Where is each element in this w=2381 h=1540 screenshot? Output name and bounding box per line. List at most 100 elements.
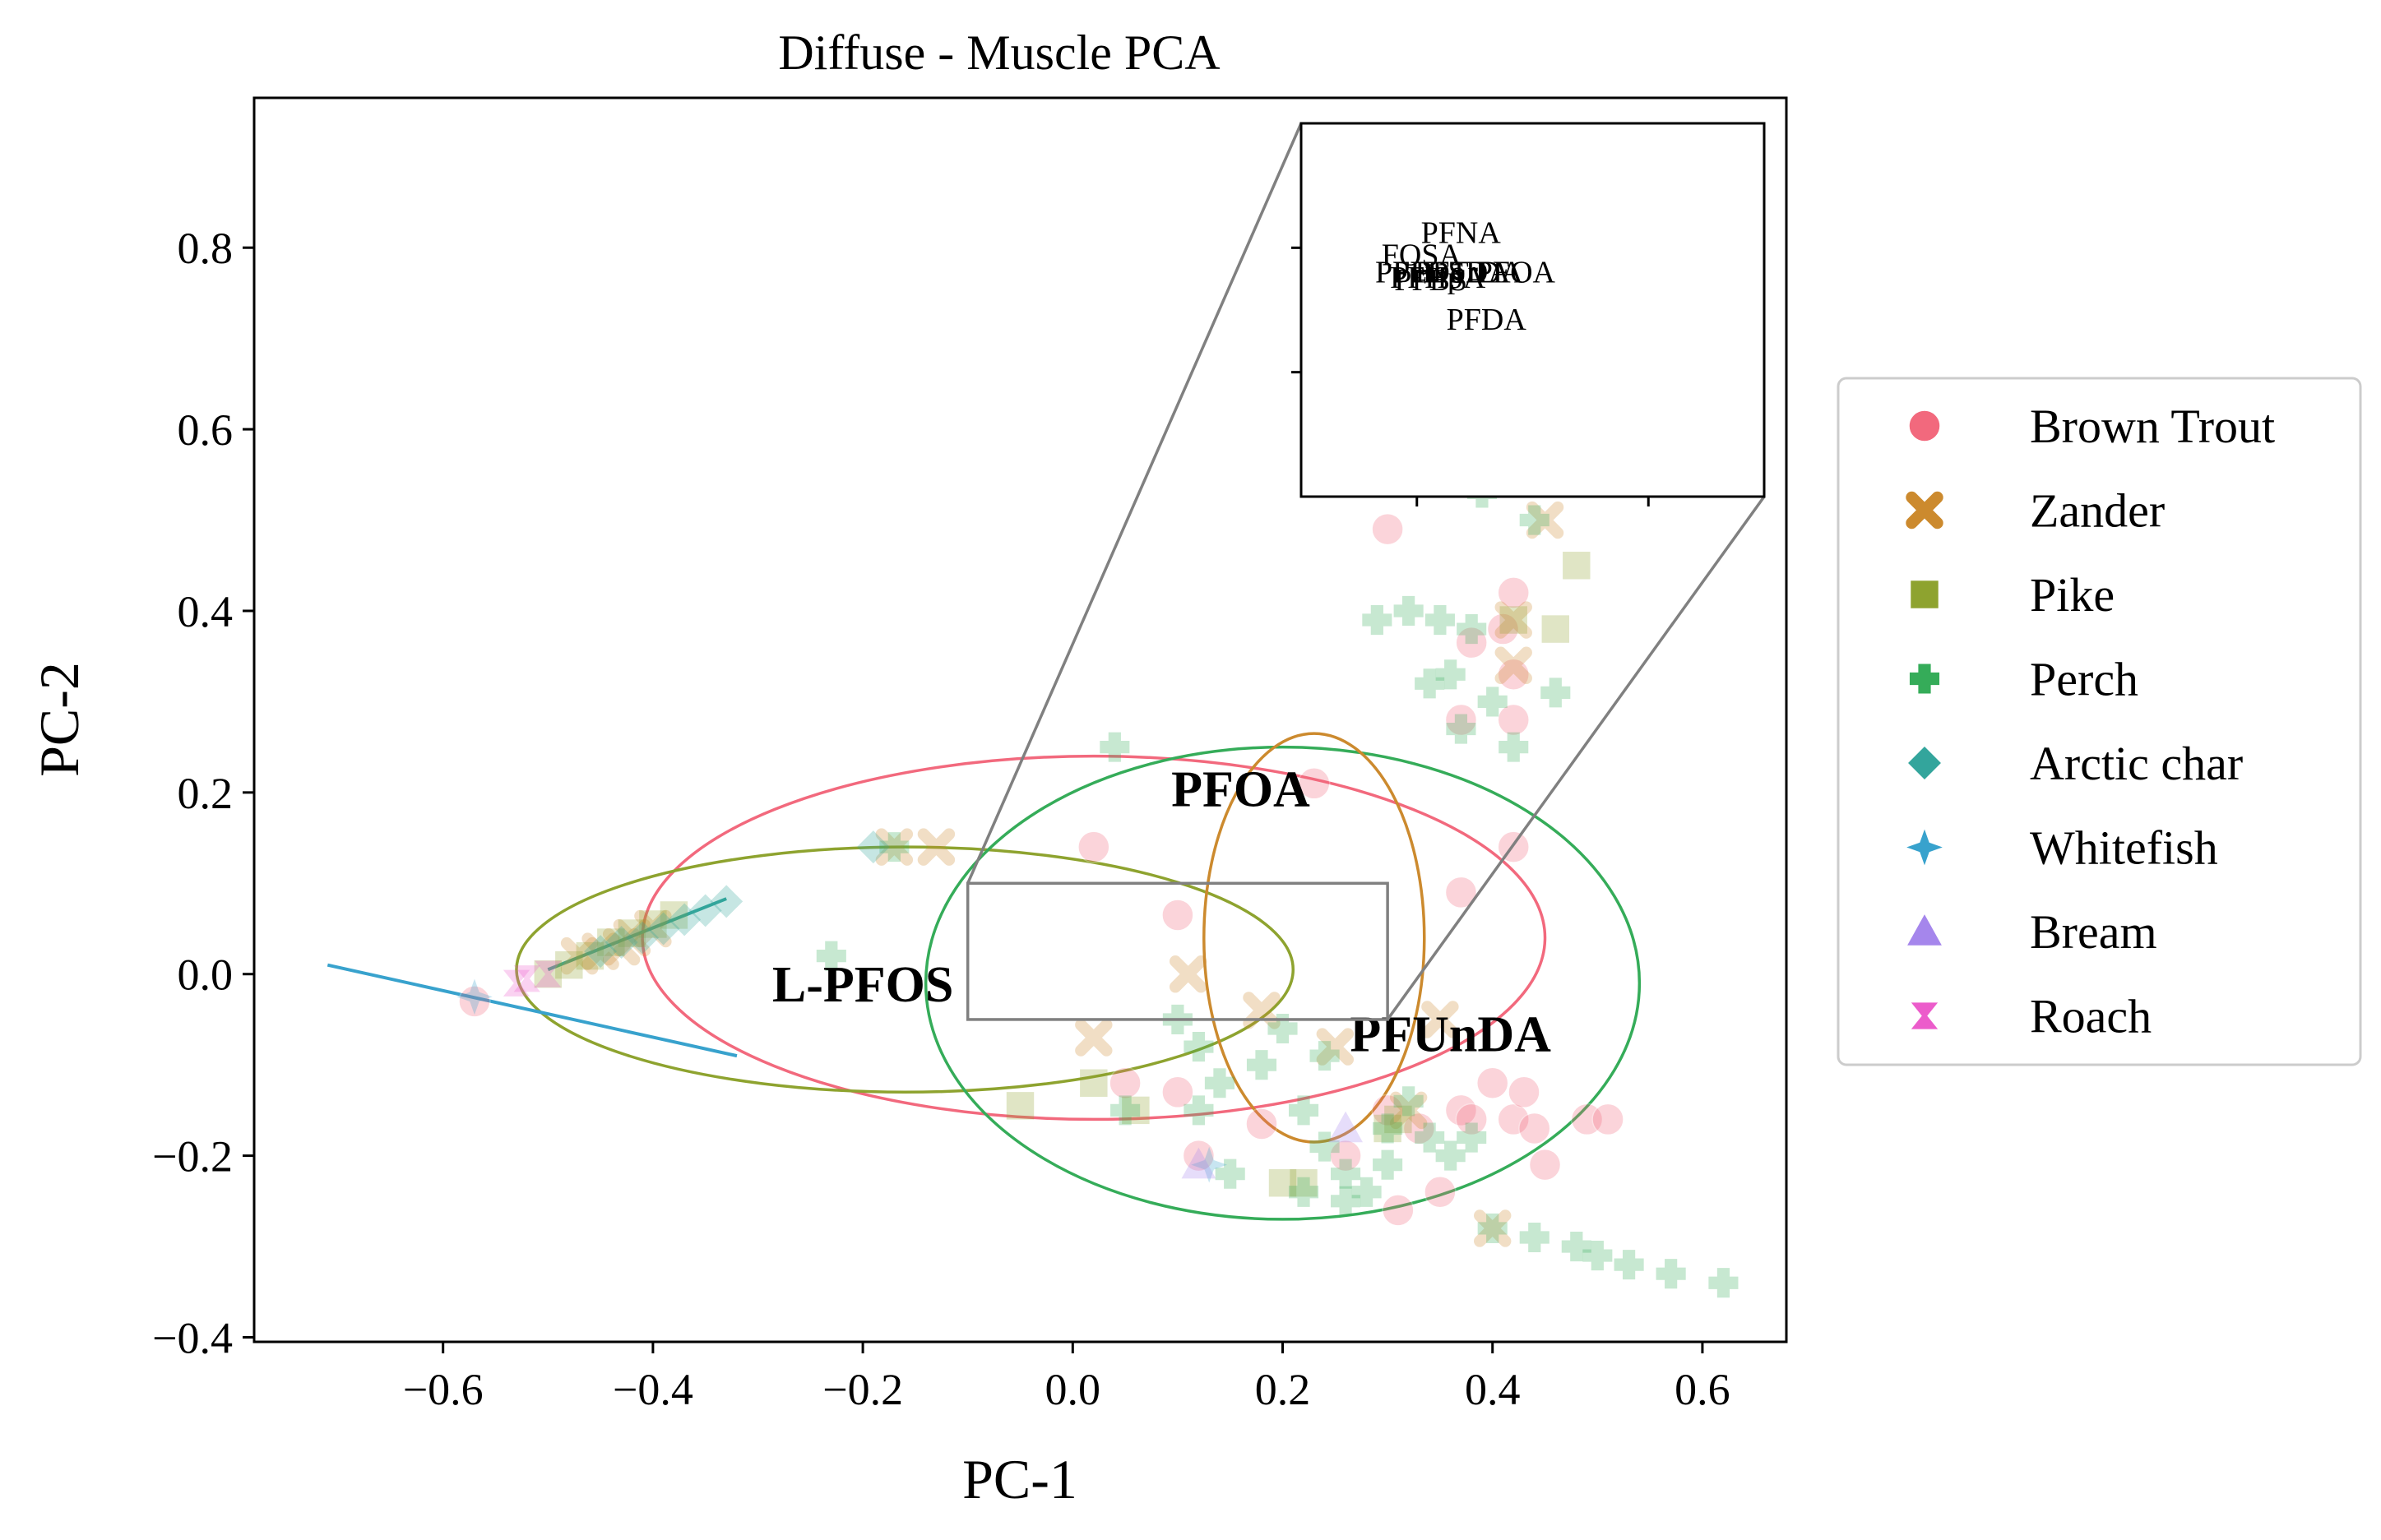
- y-tick-label: −0.2: [152, 1132, 233, 1182]
- inset-frame: [1299, 122, 1766, 498]
- trend-lines: [327, 897, 738, 1058]
- y-tick-label: 0.4: [178, 587, 234, 636]
- point-brown-trout: [1508, 1075, 1540, 1109]
- point-zander: [1494, 646, 1532, 684]
- ellipse-pike: [515, 845, 1295, 1094]
- point-perch: [1708, 1268, 1739, 1298]
- point-brown-trout: [1497, 703, 1530, 737]
- point-brown-trout: [1077, 830, 1110, 863]
- point-brown-trout: [1528, 1148, 1562, 1182]
- y-axis: −0.4 −0.2 0.0 0.2 0.4 0.6 0.8: [152, 224, 254, 1362]
- legend-label-arctic-char: Arctic char: [2030, 737, 2243, 790]
- point-whitefish: [1191, 1146, 1228, 1183]
- point-brown-trout: [1298, 767, 1331, 800]
- point-roach: [513, 965, 540, 992]
- inset-label-pfda: PFDA: [1447, 303, 1527, 337]
- point-brown-trout: [1161, 1075, 1194, 1109]
- point-brown-trout: [1109, 1066, 1142, 1100]
- point-brown-trout: [1591, 1103, 1624, 1136]
- legend-marker-pike: [1911, 580, 1939, 608]
- point-brown-trout: [1329, 1139, 1362, 1172]
- point-arctic-char: [605, 926, 638, 960]
- point-brown-trout: [1444, 1094, 1478, 1127]
- point-perch: [1477, 687, 1508, 717]
- legend-marker-arctic-char: [1908, 747, 1941, 779]
- point-perch: [1457, 614, 1487, 645]
- point-zander: [602, 927, 641, 966]
- y-tick-label: 0.2: [178, 769, 234, 818]
- legend: Brown Trout Zander Pike Perch Arctic char Whi…: [1837, 377, 2362, 1066]
- zoom-connector-right: [1386, 495, 1766, 1020]
- point-pike: [618, 919, 646, 947]
- point-perch: [1540, 678, 1571, 708]
- point-pike: [639, 910, 667, 938]
- point-brown-trout: [1371, 512, 1404, 546]
- point-perch: [1246, 1050, 1277, 1080]
- point-brown-trout: [1182, 1139, 1216, 1172]
- point-zander: [1494, 601, 1532, 639]
- point-pike: [1080, 1069, 1108, 1097]
- point-brown-trout: [1518, 1112, 1551, 1145]
- point-pike: [1268, 1169, 1297, 1197]
- point-perch: [1331, 1186, 1361, 1216]
- legend-item-brown-trout: Brown Trout: [1908, 400, 2275, 453]
- point-perch: [1100, 732, 1130, 762]
- point-perch: [1373, 1149, 1403, 1180]
- ellipse-zander: [1202, 732, 1426, 1144]
- point-brown-trout: [458, 985, 491, 1018]
- point-zander: [1474, 1209, 1512, 1247]
- legend-marker-perch: [1909, 664, 1940, 694]
- inset-label-pfbs: PFBS: [1394, 263, 1467, 298]
- point-zander: [1316, 1028, 1355, 1066]
- inset-label-pfhxs: PFHxS: [1375, 256, 1466, 290]
- point-perch: [1477, 1213, 1508, 1243]
- legend-label-zander: Zander: [2030, 484, 2165, 538]
- point-brown-trout: [1455, 1103, 1488, 1136]
- point-perch: [1110, 1095, 1141, 1126]
- x-tick-label: −0.6: [403, 1365, 484, 1414]
- point-brown-trout: [1475, 1066, 1509, 1100]
- confidence-ellipses: [515, 732, 1642, 1221]
- zoom-region-box: [966, 881, 1389, 1021]
- point-pike: [1290, 1169, 1318, 1197]
- point-pike: [1122, 1096, 1150, 1125]
- point-pike: [1006, 1092, 1035, 1120]
- point-perch: [1424, 604, 1455, 636]
- point-perch: [1499, 732, 1529, 762]
- point-pike: [1499, 606, 1527, 634]
- point-perch: [879, 832, 910, 862]
- point-perch: [1309, 1131, 1340, 1162]
- trend-line-whitefish: [327, 963, 738, 1058]
- point-zander: [875, 828, 914, 866]
- legend-item-perch: Perch: [1909, 653, 2138, 706]
- legend-label-bream: Bream: [2030, 905, 2157, 959]
- point-brown-trout: [1497, 658, 1530, 691]
- point-zander: [634, 909, 672, 948]
- point-brown-trout: [1402, 1112, 1436, 1145]
- point-zander: [1526, 501, 1564, 539]
- point-perch: [1435, 1140, 1466, 1171]
- x-axis: −0.6 −0.4 −0.2 0.0 0.2 0.4 0.6: [403, 1342, 1730, 1414]
- point-brown-trout: [1497, 1103, 1530, 1136]
- point-perch: [1331, 1158, 1361, 1189]
- point-perch: [1656, 1259, 1686, 1289]
- annotation-l-pfos: L-PFOS: [772, 957, 953, 1013]
- point-zander: [613, 918, 651, 957]
- point-pike: [534, 960, 563, 988]
- annotation-pfoa: PFOA: [1171, 761, 1310, 817]
- inset-label-pfna: PFNA: [1421, 215, 1502, 250]
- point-arctic-char: [710, 885, 743, 918]
- point-pike: [576, 941, 605, 970]
- x-tick-label: 0.6: [1675, 1365, 1730, 1414]
- point-arctic-char: [584, 935, 618, 969]
- point-brown-trout: [1371, 1094, 1404, 1127]
- scatter-points: [456, 478, 1739, 1298]
- point-zander: [560, 936, 599, 975]
- point-perch: [1415, 1122, 1445, 1153]
- point-brown-trout: [1497, 576, 1530, 609]
- x-tick-label: 0.2: [1255, 1365, 1311, 1414]
- point-brown-trout: [1455, 626, 1488, 659]
- point-arctic-char: [646, 912, 680, 946]
- point-perch: [1204, 1068, 1235, 1098]
